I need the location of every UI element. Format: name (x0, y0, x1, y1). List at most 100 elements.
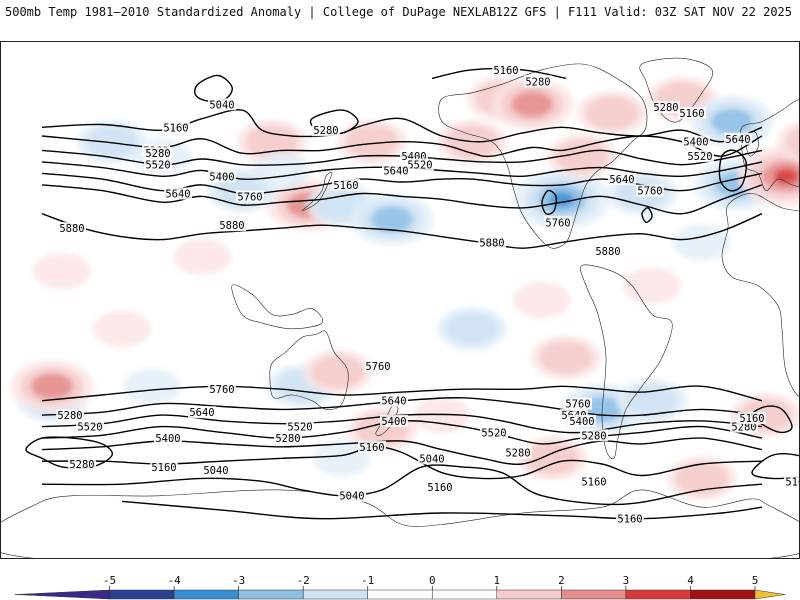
contour-label: 5760 (237, 191, 262, 203)
contour-label: 5160 (163, 122, 188, 134)
contour-5760 (541, 189, 558, 215)
colorbar-swatch (561, 589, 627, 600)
contour-label: 5280 (275, 433, 300, 445)
warm-anomaly-area (511, 91, 553, 118)
contour-label-bg (636, 184, 664, 197)
contour-5760 (41, 385, 763, 402)
contour-label-bg (564, 397, 592, 410)
contour-label: 5760 (637, 186, 662, 198)
colorbar-tick-label: 5 (752, 574, 759, 587)
contour-label-bg (364, 360, 392, 373)
contour-label-bg (312, 124, 340, 137)
contour-label: 5880 (479, 237, 504, 249)
contour-label: 5400 (209, 171, 234, 183)
contour-label: 5520 (287, 422, 312, 434)
contour-label: 5760 (545, 217, 570, 229)
contour-5280 (25, 436, 114, 469)
contour-label: 5160 (359, 442, 384, 454)
warm-anomaly-area (623, 267, 681, 304)
contour-label: 5760 (365, 361, 390, 373)
coastline-australia (269, 330, 349, 410)
contour-label: 5640 (383, 166, 408, 178)
contour-5640 (41, 397, 763, 417)
contour-label: 5760 (209, 384, 234, 396)
contour-label: 5400 (155, 433, 180, 445)
contour-5640 (718, 149, 748, 192)
colorbar-swatch (625, 589, 691, 600)
colorbar-swatches (14, 589, 786, 600)
warm-anomaly-area (93, 310, 151, 347)
anomaly-map: 5160516051605160516052805280528052805400… (0, 41, 800, 559)
contour-label-bg (580, 429, 608, 442)
contour-label-bg (208, 98, 236, 111)
contour-label: 5160 (739, 413, 764, 425)
contour-label-bg (616, 512, 644, 525)
contour-label: 5520 (77, 422, 102, 434)
colorbar-labels: -5 -4 -3 -2 -1 0 1 2 3 4 5 (103, 574, 758, 590)
contour-label: 5040 (419, 453, 444, 465)
colorbar-tick-label: -5 (103, 574, 116, 587)
warm-anomaly-area (345, 125, 399, 159)
contour-label: 5400 (381, 416, 406, 428)
contour-label: 5160 (617, 514, 642, 526)
coastline-africa (721, 193, 800, 398)
contour-label: 5280 (731, 422, 756, 434)
model-valid-time: 12Z GFS | F111 Valid: 03Z SAT NOV 22 202… (495, 5, 792, 19)
contour-5880 (41, 213, 763, 249)
cold-anomaly-area (550, 191, 574, 207)
contour-label: 5040 (339, 491, 364, 503)
contour-label: 5520 (145, 160, 170, 172)
contour-label-bg (144, 158, 172, 171)
warm-anomaly-area (774, 168, 798, 184)
contour-label-bg (480, 426, 508, 439)
map-title: 500mb Temp 1981–2010 Standardized Anomal… (5, 5, 497, 19)
contour-label: 5520 (687, 151, 712, 163)
contour-5160 (751, 453, 800, 480)
colorbar-tick-label: 4 (687, 574, 694, 587)
warm-anomaly-area (675, 461, 729, 495)
contour-label-bg (524, 75, 552, 88)
contour-label: 5280 (145, 148, 170, 160)
colorbar-tick-label: -3 (232, 574, 245, 587)
contour-label-bg (426, 481, 454, 494)
colorbar-swatch (302, 589, 368, 600)
contour-label-bg (286, 420, 314, 433)
contour-label-bg (406, 158, 434, 171)
contour-label: 5280 (69, 459, 94, 471)
contour-label-bg (652, 101, 680, 114)
contour-label: 5760 (565, 399, 590, 411)
contour-label: 5640 (189, 407, 214, 419)
contour-label: 5160 (151, 462, 176, 474)
contour-label-bg (738, 412, 766, 424)
contour-label: 5880 (59, 223, 84, 235)
contour-label: 5280 (313, 125, 338, 137)
contour-label-bg (380, 414, 408, 427)
warm-anomaly-area (539, 341, 593, 375)
colorbar-swatch (173, 589, 239, 600)
colorbar-swatch (109, 589, 175, 600)
warm-anomaly-area (555, 139, 609, 173)
warm-anomaly-area (585, 96, 639, 130)
contour-label-bg (682, 135, 710, 148)
contour-5520 (41, 413, 763, 434)
contour-label-bg (492, 63, 520, 76)
contour-label-bg (58, 222, 86, 235)
contour-label: 5280 (653, 102, 678, 114)
colorbar-swatch (238, 589, 304, 600)
contour-label: 5880 (219, 220, 244, 232)
contour-label: 5160 (427, 482, 452, 494)
cold-anomaly-area (123, 368, 181, 405)
contour-label: 5400 (569, 416, 594, 428)
colorbar-tick-label: 3 (623, 574, 630, 587)
contour-5880 (641, 207, 653, 224)
coastline-north-america (438, 63, 648, 249)
contour-label-bg (568, 414, 596, 427)
contour-label: 5640 (609, 174, 634, 186)
colorbar-swatch (690, 589, 756, 600)
contour-label-bg (164, 187, 192, 200)
coastlines (0, 57, 800, 559)
warm-anomaly-area (513, 282, 571, 318)
colorbar-swatch (367, 589, 433, 600)
contour-label: 5280 (525, 76, 550, 88)
contour-5280 (41, 135, 763, 158)
